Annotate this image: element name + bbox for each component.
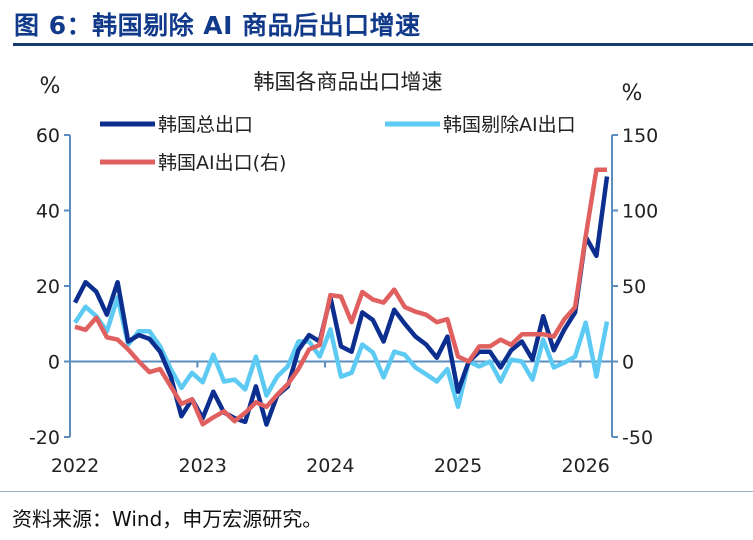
figure-title: 图 6：韩国剔除 AI 商品后出口增速 (14, 11, 421, 40)
left-tick-label: 40 (36, 201, 60, 223)
legend-label-total: 韩国总出口 (158, 114, 253, 136)
source-note: 资料来源：Wind，申万宏源研究。 (12, 507, 323, 531)
right-tick-label: -50 (622, 427, 653, 449)
source-divider (0, 491, 753, 492)
left-tick-label: -20 (29, 427, 60, 449)
legend: 韩国总出口 韩国剔除AI出口 韩国AI出口(右) (100, 114, 576, 174)
series-line-ai-exports (74, 167, 607, 427)
left-tick-label: 20 (36, 276, 60, 298)
x-tick-label: 2023 (179, 455, 227, 477)
series-line-total-exports (73, 176, 610, 427)
left-tick-label: 60 (36, 125, 60, 147)
right-axis-unit: % (622, 81, 643, 106)
x-tick-label: 2025 (434, 455, 482, 477)
right-tick-label: 0 (622, 352, 634, 374)
x-tick-label: 2022 (51, 455, 99, 477)
left-axis-unit: % (40, 74, 61, 99)
title-divider (13, 43, 753, 46)
chart-title: 韩国各商品出口增速 (254, 70, 443, 94)
series-line-ex-ai-exports (73, 295, 610, 410)
legend-label-ai: 韩国AI出口(右) (158, 152, 286, 174)
right-tick-label: 100 (622, 201, 658, 223)
x-tick-label: 2024 (306, 455, 354, 477)
x-tick-label: 2026 (562, 455, 610, 477)
right-tick-label: 50 (622, 276, 646, 298)
left-tick-label: 0 (48, 352, 60, 374)
legend-label-ex-ai: 韩国剔除AI出口 (443, 114, 576, 136)
right-tick-label: 150 (622, 125, 658, 147)
